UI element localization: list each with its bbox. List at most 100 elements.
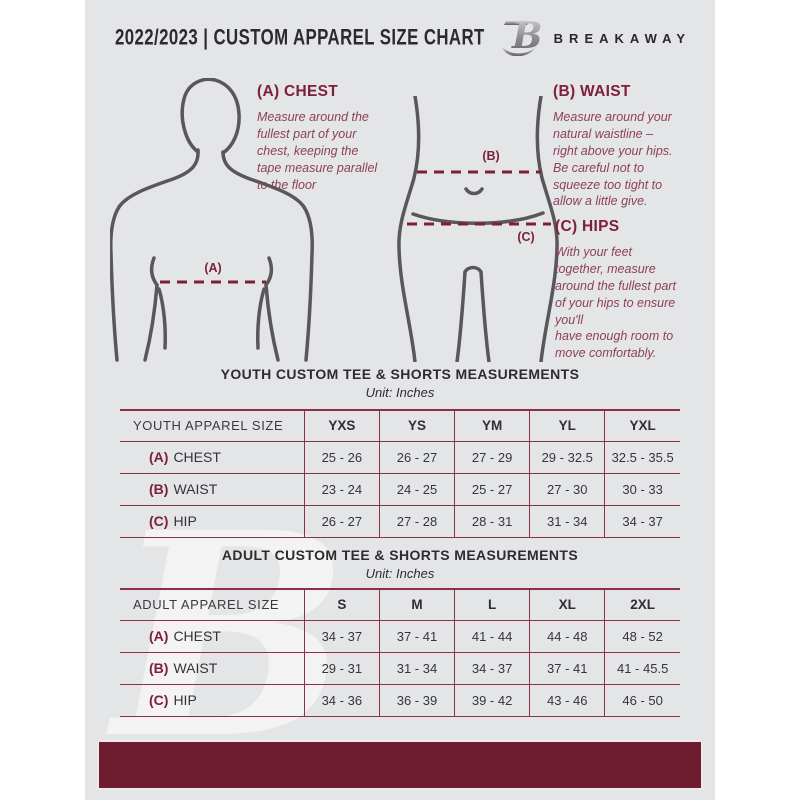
- chest-instruction-body: Measure around the fullest part of your …: [257, 110, 378, 192]
- crotch-arc: [463, 265, 483, 274]
- row-prefix: (A): [149, 449, 169, 465]
- inner-leg-right: [479, 270, 491, 362]
- body-side-right: [535, 96, 559, 362]
- cell-value: 27 - 29: [454, 440, 530, 473]
- row-prefix: (C): [149, 692, 169, 708]
- size-col-s: S: [303, 589, 380, 620]
- brand-lockup: B BREAKAWAY: [500, 14, 691, 56]
- row-prefix: (C): [149, 513, 169, 529]
- cell-value: 32.5 - 35.5: [604, 440, 680, 473]
- table-row: (A) CHEST 34 - 37 37 - 41 41 - 44 44 - 48…: [120, 619, 680, 652]
- waist-marker-label: (B): [482, 149, 499, 163]
- size-col-ym: YM: [454, 410, 530, 441]
- cell-value: 29 - 32.5: [529, 440, 605, 473]
- youth-hip-label: (C) HIP: [120, 504, 305, 537]
- lower-torso-diagram: (B) (C): [397, 96, 559, 362]
- table-row: (B) WAIST 29 - 31 31 - 34 34 - 37 37 - 41…: [120, 651, 680, 684]
- cell-value: 34 - 36: [303, 683, 380, 716]
- youth-waist-label: (B) WAIST: [120, 472, 305, 505]
- inner-arm-left: [143, 283, 159, 362]
- cell-value: 34 - 37: [303, 619, 380, 652]
- youth-header-row: YOUTH APPAREL SIZE YXS YS YM YL YXL: [120, 410, 680, 441]
- armpit-left: [149, 256, 159, 287]
- row-label: CHEST: [173, 449, 221, 465]
- adult-table-unit: Unit: Inches: [365, 566, 435, 581]
- torso-side-right: [256, 287, 266, 350]
- table-row: (C) HIP 34 - 36 36 - 39 39 - 42 43 - 46 4…: [120, 683, 680, 716]
- upper-torso-diagram: (A): [110, 78, 314, 362]
- cell-value: 37 - 41: [529, 651, 605, 684]
- youth-table-title: YOUTH CUSTOM TEE & SHORTS MEASUREMENTS: [220, 366, 580, 382]
- adult-header-row: ADULT APPAREL SIZE S M L XL 2XL: [120, 589, 680, 620]
- size-col-yxl: YXL: [604, 410, 680, 441]
- waist-instruction-body: Measure around your natural waistline – …: [553, 110, 673, 209]
- size-col-l: L: [454, 589, 530, 620]
- youth-section-title: YOUTH CUSTOM TEE & SHORTS MEASUREMENTS U…: [85, 366, 715, 400]
- row-prefix: (A): [149, 628, 169, 644]
- head-outline: [180, 78, 241, 155]
- breakaway-logo-icon: B: [501, 15, 542, 56]
- cell-value: 29 - 31: [303, 651, 380, 684]
- cell-value: 23 - 24: [303, 472, 380, 505]
- footer-bar: [97, 740, 703, 790]
- table-row: (B) WAIST 23 - 24 24 - 25 25 - 27 27 - 30…: [120, 472, 680, 505]
- chest-instruction-heading: (A) CHEST: [257, 83, 339, 100]
- size-col-ys: YS: [378, 410, 455, 441]
- cell-value: 27 - 30: [529, 472, 605, 505]
- cell-value: 34 - 37: [604, 504, 680, 537]
- row-label: CHEST: [173, 628, 221, 644]
- cell-value: 43 - 46: [529, 683, 605, 716]
- cell-value: 48 - 52: [604, 619, 680, 652]
- row-label: HIP: [173, 513, 197, 529]
- row-label: HIP: [173, 692, 197, 708]
- cell-value: 31 - 34: [378, 651, 455, 684]
- cell-value: 44 - 48: [529, 619, 605, 652]
- outer-arm-right: [302, 205, 314, 362]
- page-title: 2022/2023 | CUSTOM APPAREL SIZE CHART: [115, 25, 485, 51]
- adult-chest-label: (A) CHEST: [120, 619, 305, 652]
- row-label: WAIST: [173, 481, 218, 497]
- adult-size-table: ADULT APPAREL SIZE S M L XL 2XL (A) CHEST…: [120, 588, 680, 717]
- cell-value: 34 - 37: [454, 651, 530, 684]
- inner-arm-right: [264, 283, 280, 362]
- size-col-yl: YL: [529, 410, 605, 441]
- adult-size-header: ADULT APPAREL SIZE: [133, 597, 280, 613]
- cell-value: 31 - 34: [529, 504, 605, 537]
- hips-instruction-heading: (C) HIPS: [555, 218, 620, 235]
- cell-value: 25 - 26: [303, 440, 380, 473]
- outer-arm-left: [110, 205, 121, 362]
- logo-swoosh: [501, 47, 536, 56]
- row-prefix: (B): [149, 660, 169, 676]
- cell-value: 41 - 44: [454, 619, 530, 652]
- navel: [464, 187, 484, 196]
- hip-marker-label: (C): [517, 230, 534, 244]
- hips-instruction: (C) HIPS With your feet together, measur…: [555, 218, 733, 362]
- adult-table-title: ADULT CUSTOM TEE & SHORTS MEASUREMENTS: [221, 547, 579, 563]
- size-col-2xl: 2XL: [604, 589, 680, 620]
- logo-top-bar: [503, 21, 529, 25]
- table-row: (A) CHEST 25 - 26 26 - 27 27 - 29 29 - 32…: [120, 440, 680, 473]
- chest-marker-label: (A): [204, 261, 221, 275]
- youth-size-header: YOUTH APPAREL SIZE: [133, 418, 284, 434]
- adult-hip-label: (C) HIP: [120, 683, 305, 716]
- adult-waist-label: (B) WAIST: [120, 651, 305, 684]
- chest-instruction: (A) CHEST Measure around the fullest par…: [257, 83, 449, 193]
- hip-crease: [411, 211, 545, 225]
- logo-b-glyph: B: [511, 15, 542, 56]
- waist-instruction-heading: (B) WAIST: [553, 83, 631, 100]
- row-prefix: (B): [149, 481, 169, 497]
- cell-value: 28 - 31: [454, 504, 530, 537]
- size-col-xl: XL: [529, 589, 605, 620]
- waist-instruction: (B) WAIST Measure around your natural wa…: [553, 83, 725, 210]
- brand-name: BREAKAWAY: [553, 30, 691, 46]
- cell-value: 25 - 27: [454, 472, 530, 505]
- neck-shoulder-right: [221, 150, 306, 209]
- cell-value: 39 - 42: [454, 683, 530, 716]
- size-chart-page: B 2022/2023 | CUSTOM APPAREL SIZE CHART …: [85, 0, 715, 800]
- neck-shoulder-left: [117, 148, 200, 209]
- youth-table-unit: Unit: Inches: [365, 385, 435, 400]
- cell-value: 26 - 27: [303, 504, 380, 537]
- youth-size-table: YOUTH APPAREL SIZE YXS YS YM YL YXL (A) C…: [120, 409, 680, 538]
- armpit-right: [264, 256, 274, 287]
